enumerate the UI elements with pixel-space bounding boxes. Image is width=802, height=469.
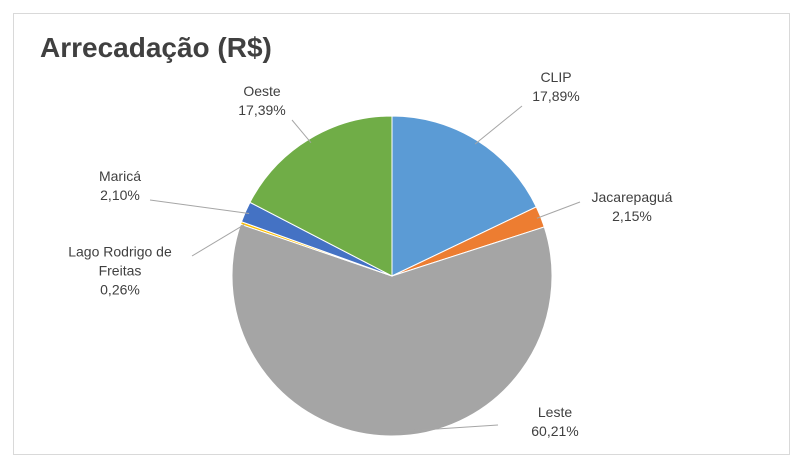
- category-label: Maricá: [98, 168, 141, 184]
- value-label: 17,89%: [532, 88, 580, 104]
- pie-slice: [249, 115, 393, 277]
- value-label: 2,15%: [612, 208, 652, 224]
- category-label: Jacarepaguá: [591, 189, 673, 205]
- leader-line: [149, 199, 250, 215]
- slice-label: Maricá 2,10%: [75, 167, 165, 205]
- category-label: Oeste: [243, 83, 281, 99]
- leader-line: [291, 119, 312, 144]
- value-label: 0,26%: [100, 281, 140, 298]
- slice-label: Lago Rodrigo de Freitas 0,26%: [50, 243, 190, 300]
- slice-label: CLIP 17,89%: [511, 68, 601, 106]
- chart-title: Arrecadação (R$): [40, 32, 272, 63]
- leader-line: [191, 223, 246, 257]
- value-label: 17,39%: [238, 102, 286, 118]
- pie-slice: [391, 115, 537, 277]
- leader-line: [474, 105, 523, 145]
- slice-label: Leste 60,21%: [510, 403, 600, 441]
- slice-label: Jacarepaguá 2,15%: [577, 188, 687, 226]
- category-label: Lago Rodrigo de Freitas: [68, 243, 172, 279]
- category-label: CLIP: [540, 69, 572, 85]
- category-label: Leste: [537, 404, 573, 420]
- value-label: 60,21%: [531, 423, 579, 439]
- slice-label: Oeste 17,39%: [217, 82, 307, 120]
- leader-line: [390, 424, 499, 433]
- value-label: 2,10%: [100, 187, 140, 203]
- leader-line: [536, 201, 581, 219]
- pie-slice: [231, 223, 553, 437]
